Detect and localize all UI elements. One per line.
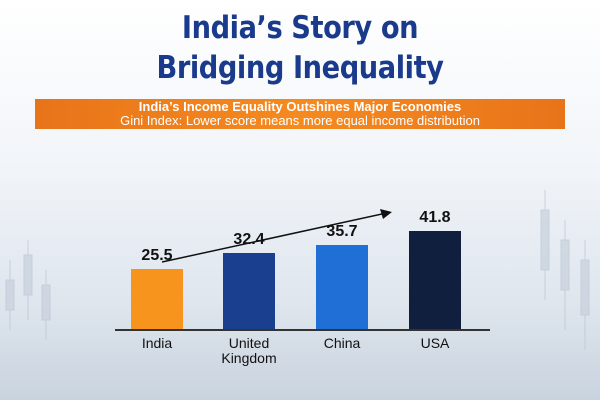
value-label: 41.8	[419, 209, 451, 226]
value-label: 35.7	[326, 223, 358, 241]
category-label: United Kingdom	[221, 335, 277, 366]
bar	[131, 269, 183, 329]
value-label: 32.4	[233, 231, 265, 249]
value-label: 25.5	[141, 247, 173, 265]
bar	[409, 231, 461, 329]
category-label: USA	[420, 335, 450, 351]
banner: India’s Income Equality Outshines Major …	[35, 99, 565, 129]
category-label: India	[141, 335, 173, 351]
bar	[223, 253, 275, 329]
subtitle: India’s Income Equality Outshines Major …	[138, 99, 462, 114]
trend-arrow	[161, 213, 383, 263]
note: Gini Index: Lower score means more equal…	[120, 113, 480, 128]
bar	[316, 245, 368, 329]
category-label: China	[323, 335, 361, 351]
arrow-head	[380, 209, 392, 219]
chart-title: India’s Story on Bridging Inequality	[156, 10, 444, 86]
baseline	[115, 329, 490, 331]
